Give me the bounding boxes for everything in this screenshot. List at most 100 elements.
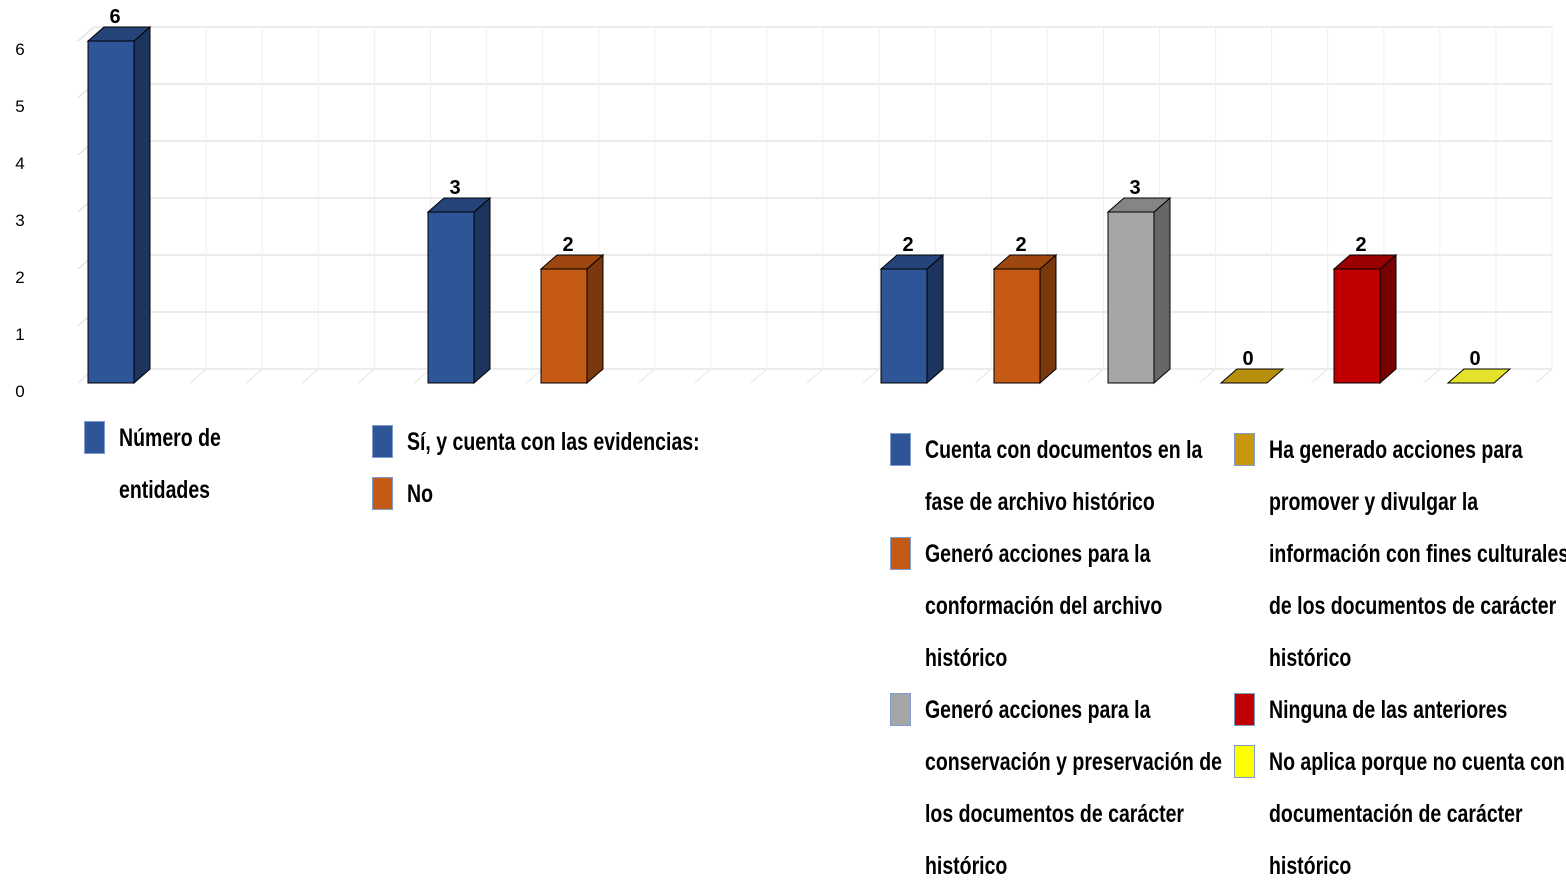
data-label: 0: [1469, 348, 1480, 370]
floor-line: [694, 368, 712, 384]
legend-label: Generó acciones para la: [925, 540, 1151, 568]
y-tick-label: 0: [15, 382, 24, 401]
legend-label: conservación y preservación de: [925, 748, 1222, 776]
bar-top: [426, 197, 492, 213]
legend-label: fase de archivo histórico: [925, 488, 1155, 516]
legend-label: Ninguna de las anteriores: [1269, 696, 1508, 724]
floor-line: [750, 368, 768, 384]
legend-group-total: Número de entidades: [84, 412, 250, 516]
legend-swatch: [1234, 693, 1255, 726]
bar-top: [539, 254, 605, 270]
bar-front: [427, 211, 475, 384]
bar-front: [993, 268, 1041, 384]
bar-side: [926, 253, 944, 385]
bar-top: [86, 26, 152, 42]
legend-item: Número de entidades: [84, 412, 250, 516]
legend-label: Número de: [119, 424, 221, 452]
legend-label: Ha generado acciones para: [1269, 436, 1523, 464]
legend-label: histórico: [925, 644, 1008, 672]
bar-side: [1039, 253, 1057, 385]
bar-side: [586, 253, 604, 385]
data-label: 2: [902, 234, 913, 256]
bar-side: [1379, 253, 1397, 385]
bar-chart: 0 1 2 3 4 5 6 6 3 2 2 2 3 0 2 0: [15, 6, 1553, 401]
floor-line: [526, 368, 543, 384]
legend-item: Ha generado acciones para promover y divu…: [1234, 424, 1566, 684]
legend-swatch: [372, 425, 393, 458]
legend-label: Generó acciones para la: [925, 696, 1151, 724]
legend-label: histórico: [925, 852, 1008, 880]
floor-line: [1087, 368, 1104, 384]
data-label: 2: [1015, 234, 1026, 256]
legend-item: Cuenta con documentos en la fase de archi…: [890, 424, 1306, 528]
legend-item: Generó acciones para la conservación y pr…: [890, 684, 1306, 892]
floor-line: [974, 368, 992, 384]
data-label: 2: [562, 234, 573, 256]
legend-swatch: [890, 693, 911, 726]
bar-top: [1219, 368, 1285, 384]
legend-label: Cuenta con documentos en la: [925, 436, 1203, 464]
legend-label: promover y divulgar la: [1269, 488, 1479, 516]
legend-label: No aplica porque no cuenta con: [1269, 748, 1565, 776]
legend-item: Sí, y cuenta con las evidencias:: [372, 416, 782, 468]
floor-line: [301, 368, 319, 384]
y-tick-label: 6: [15, 40, 24, 59]
y-tick-label: 5: [15, 97, 24, 116]
bar-front: [880, 268, 928, 384]
legend-label: información con fines culturales,: [1269, 540, 1566, 568]
legend-group-evidence: Sí, y cuenta con las evidencias: No: [372, 416, 782, 520]
bar-top: [992, 254, 1058, 270]
bar-side: [473, 196, 491, 385]
data-label: 0: [1242, 348, 1253, 370]
floor-line: [1535, 368, 1553, 384]
bar-front: [540, 268, 588, 384]
floor-line: [806, 368, 824, 384]
floor-line: [189, 368, 207, 384]
legend-group-actions: Cuenta con documentos en la fase de archi…: [890, 424, 1306, 892]
legend-label: conformación del archivo: [925, 592, 1163, 620]
legend-swatch: [372, 477, 393, 510]
data-label: 3: [1129, 177, 1140, 199]
bar-front: [1107, 211, 1155, 384]
bar-top: [879, 254, 945, 270]
floor-line: [1199, 368, 1216, 384]
legend-swatch: [1234, 433, 1255, 466]
legend-label: No: [407, 480, 433, 508]
bar-top: [1332, 254, 1398, 270]
floor-line: [638, 368, 656, 384]
data-label: 6: [109, 6, 120, 28]
data-label: 3: [449, 177, 460, 199]
gridline-side: [77, 26, 95, 42]
bar-front: [1333, 268, 1381, 384]
legend-swatch: [890, 433, 911, 466]
legend-swatch: [890, 537, 911, 570]
legend-label: los documentos de carácter: [925, 800, 1185, 828]
legend-label: histórico: [1269, 644, 1352, 672]
legend-swatch: [84, 421, 105, 454]
y-tick-label: 1: [15, 325, 24, 344]
legend-item: Ninguna de las anteriores: [1234, 684, 1566, 736]
bar-side: [1153, 196, 1171, 385]
bar-top: [1446, 368, 1512, 384]
legend-item: Generó acciones para la conformación del …: [890, 528, 1306, 684]
bar-side: [133, 25, 151, 385]
legend-label: de los documentos de carácter: [1269, 592, 1557, 620]
bar-top: [1106, 197, 1172, 213]
floor-line: [1423, 368, 1441, 384]
bar-front: [87, 40, 135, 384]
legend-swatch: [1234, 745, 1255, 778]
floor-line: [862, 368, 880, 384]
legend-label: entidades: [119, 476, 211, 504]
legend-item: No: [372, 468, 782, 520]
y-tick-label: 4: [15, 154, 24, 173]
y-tick-label: 3: [15, 211, 24, 230]
y-tick-label: 2: [15, 268, 24, 287]
legend-label: documentación de carácter: [1269, 800, 1523, 828]
legend-label: histórico: [1269, 852, 1352, 880]
floor-line: [245, 368, 263, 384]
legend-group-other: Ha generado acciones para promover y divu…: [1234, 424, 1566, 892]
legend-item: No aplica porque no cuenta con documentac…: [1234, 736, 1566, 892]
legend-label: Sí, y cuenta con las evidencias:: [407, 428, 700, 456]
data-label: 2: [1355, 234, 1366, 256]
floor-line: [358, 368, 375, 384]
